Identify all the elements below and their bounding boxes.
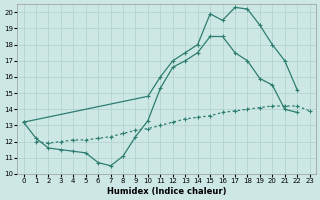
X-axis label: Humidex (Indice chaleur): Humidex (Indice chaleur) (107, 187, 226, 196)
